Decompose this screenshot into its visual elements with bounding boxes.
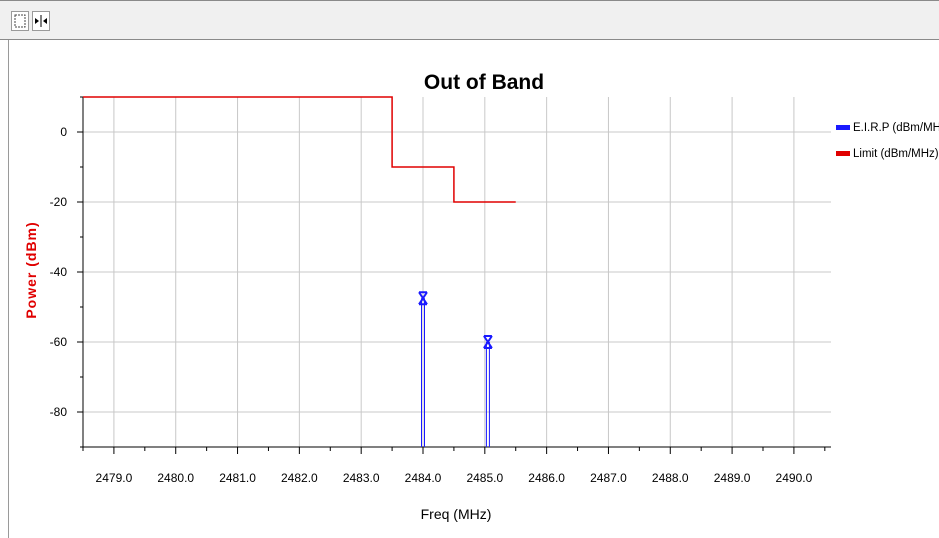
select-region-button[interactable] xyxy=(11,11,29,31)
split-markers-icon xyxy=(35,15,47,27)
y-tick-label: 0 xyxy=(60,125,67,139)
legend-swatch xyxy=(836,151,850,156)
x-tick-label: 2479.0 xyxy=(96,471,133,485)
x-tick-label: 2481.0 xyxy=(219,471,256,485)
legend-swatch xyxy=(836,125,850,130)
series xyxy=(83,96,516,447)
marker-stroke xyxy=(483,335,493,349)
x-tick-label: 2489.0 xyxy=(714,471,751,485)
grid xyxy=(83,97,831,447)
axes: 2479.0 2480.0 2481.0 2482.0 2483.0 2484.0 2485… xyxy=(50,96,831,485)
y-tick-label: -80 xyxy=(50,405,68,419)
legend-label: E.I.R.P (dBm/MHz) xyxy=(853,122,939,134)
limit-line xyxy=(83,96,516,203)
legend: E.I.R.P (dBm/MHz) Limit (dBm/MHz) xyxy=(836,122,939,160)
window-left-border xyxy=(8,40,9,538)
x-tick-label: 2482.0 xyxy=(281,471,318,485)
x-tick-label: 2483.0 xyxy=(343,471,380,485)
x-tick-label: 2486.0 xyxy=(528,471,565,485)
toolbar xyxy=(0,0,939,40)
x-tick-label: 2480.0 xyxy=(157,471,194,485)
select-region-icon xyxy=(14,14,26,28)
x-axis-label: Freq (MHz) xyxy=(421,506,492,522)
y-axis-label: Power (dBm) xyxy=(23,221,39,318)
legend-label: Limit (dBm/MHz) xyxy=(853,148,939,160)
x-tick-label: 2484.0 xyxy=(405,471,442,485)
x-tick-label: 2487.0 xyxy=(590,471,627,485)
x-tick-label: 2488.0 xyxy=(652,471,689,485)
y-tick-label: -40 xyxy=(50,265,68,279)
x-tick-label: 2485.0 xyxy=(466,471,503,485)
eirp-point-marker xyxy=(483,335,493,349)
split-markers-button[interactable] xyxy=(32,11,50,31)
y-tick-label: -20 xyxy=(50,195,68,209)
marker-stroke xyxy=(418,291,428,305)
x-tick-label: 2490.0 xyxy=(776,471,813,485)
eirp-point-marker xyxy=(418,291,428,306)
y-tick-label: -60 xyxy=(50,335,68,349)
chart-title: Out of Band xyxy=(424,71,544,94)
